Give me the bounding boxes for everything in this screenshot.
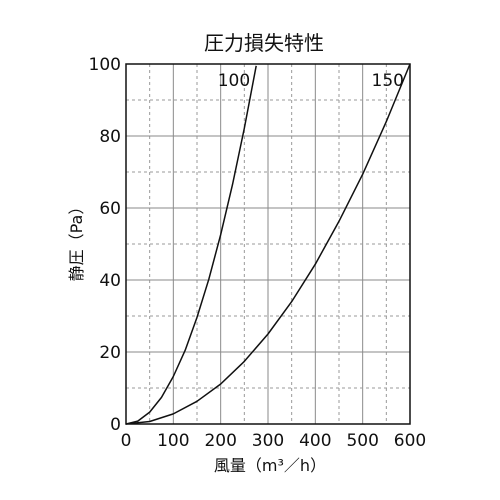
x-tick-label: 600 — [394, 431, 426, 451]
x-tick-label: 300 — [252, 431, 284, 451]
y-tick-label: 20 — [99, 343, 121, 363]
y-tick-label: 100 — [89, 55, 121, 75]
x-tick-label: 100 — [157, 431, 189, 451]
y-tick-label: 40 — [99, 271, 121, 291]
chart-title: 圧力損失特性 — [204, 31, 324, 55]
series-label-layer: 100 150 — [218, 71, 404, 91]
tick-layer: 0 100 200 300 400 500 600 0 20 40 60 80 100 — [89, 55, 427, 451]
x-tick-label: 0 — [121, 431, 132, 451]
series-line-100 — [125, 65, 257, 425]
series-label-150: 150 — [372, 71, 404, 91]
x-tick-label: 500 — [346, 431, 378, 451]
x-tick-label: 200 — [204, 431, 236, 451]
y-axis-title: 静圧（Pa） — [67, 199, 86, 282]
x-axis-title: 風量（m³／h） — [214, 456, 326, 475]
curve-layer — [125, 63, 411, 425]
plot-frame — [125, 63, 411, 425]
series-label-100: 100 — [218, 71, 250, 91]
y-tick-label: 80 — [99, 127, 121, 147]
series-line-150 — [125, 63, 411, 425]
grid-layer — [125, 63, 411, 425]
x-tick-label: 400 — [299, 431, 331, 451]
y-tick-label: 60 — [99, 199, 121, 219]
y-tick-label: 0 — [110, 415, 121, 435]
